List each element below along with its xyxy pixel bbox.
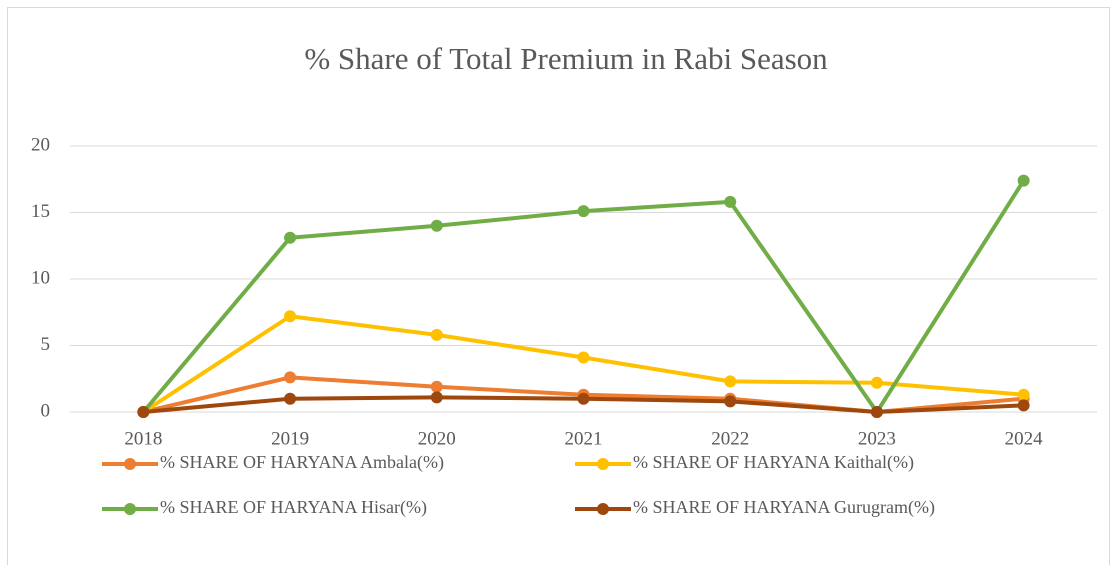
y-tick-label: 0 (41, 400, 51, 421)
data-point (1017, 388, 1030, 401)
data-point (1017, 399, 1030, 412)
data-point (430, 380, 443, 393)
data-point (137, 406, 150, 418)
y-tick-label: 10 (31, 267, 50, 288)
x-tick-label: 2019 (271, 428, 309, 449)
data-point (430, 328, 443, 341)
data-point (1017, 174, 1030, 187)
data-point (577, 351, 590, 364)
data-point (724, 195, 737, 208)
legend-label: % SHARE OF HARYANA Ambala(%) (160, 452, 444, 473)
data-point (284, 231, 297, 244)
chart-title: % Share of Total Premium in Rabi Season (304, 41, 828, 76)
legend-marker (597, 458, 609, 470)
x-tick-label: 2023 (858, 428, 896, 449)
x-tick-label: 2018 (124, 428, 162, 449)
y-tick-label: 5 (41, 334, 51, 355)
legend-marker (124, 458, 136, 470)
data-point (284, 371, 297, 384)
data-point (430, 391, 443, 404)
data-point (284, 392, 297, 405)
y-tick-label: 20 (31, 134, 50, 155)
data-point (724, 375, 737, 388)
data-point (870, 376, 883, 389)
legend-label: % SHARE OF HARYANA Kaithal(%) (633, 452, 914, 473)
data-point (284, 310, 297, 323)
legend-marker (597, 503, 609, 515)
data-point (577, 392, 590, 405)
data-point (430, 219, 443, 232)
chart-border (7, 7, 1110, 565)
data-point (870, 406, 883, 418)
x-tick-label: 2020 (418, 428, 456, 449)
legend-label: % SHARE OF HARYANA Hisar(%) (160, 497, 427, 518)
data-point (724, 395, 737, 408)
legend-label: % SHARE OF HARYANA Gurugram(%) (633, 497, 935, 518)
x-tick-label: 2021 (565, 428, 603, 449)
data-point (577, 205, 590, 218)
legend-marker (124, 503, 136, 515)
y-tick-label: 15 (31, 201, 50, 222)
x-tick-label: 2022 (711, 428, 749, 449)
x-tick-label: 2024 (1005, 428, 1044, 449)
